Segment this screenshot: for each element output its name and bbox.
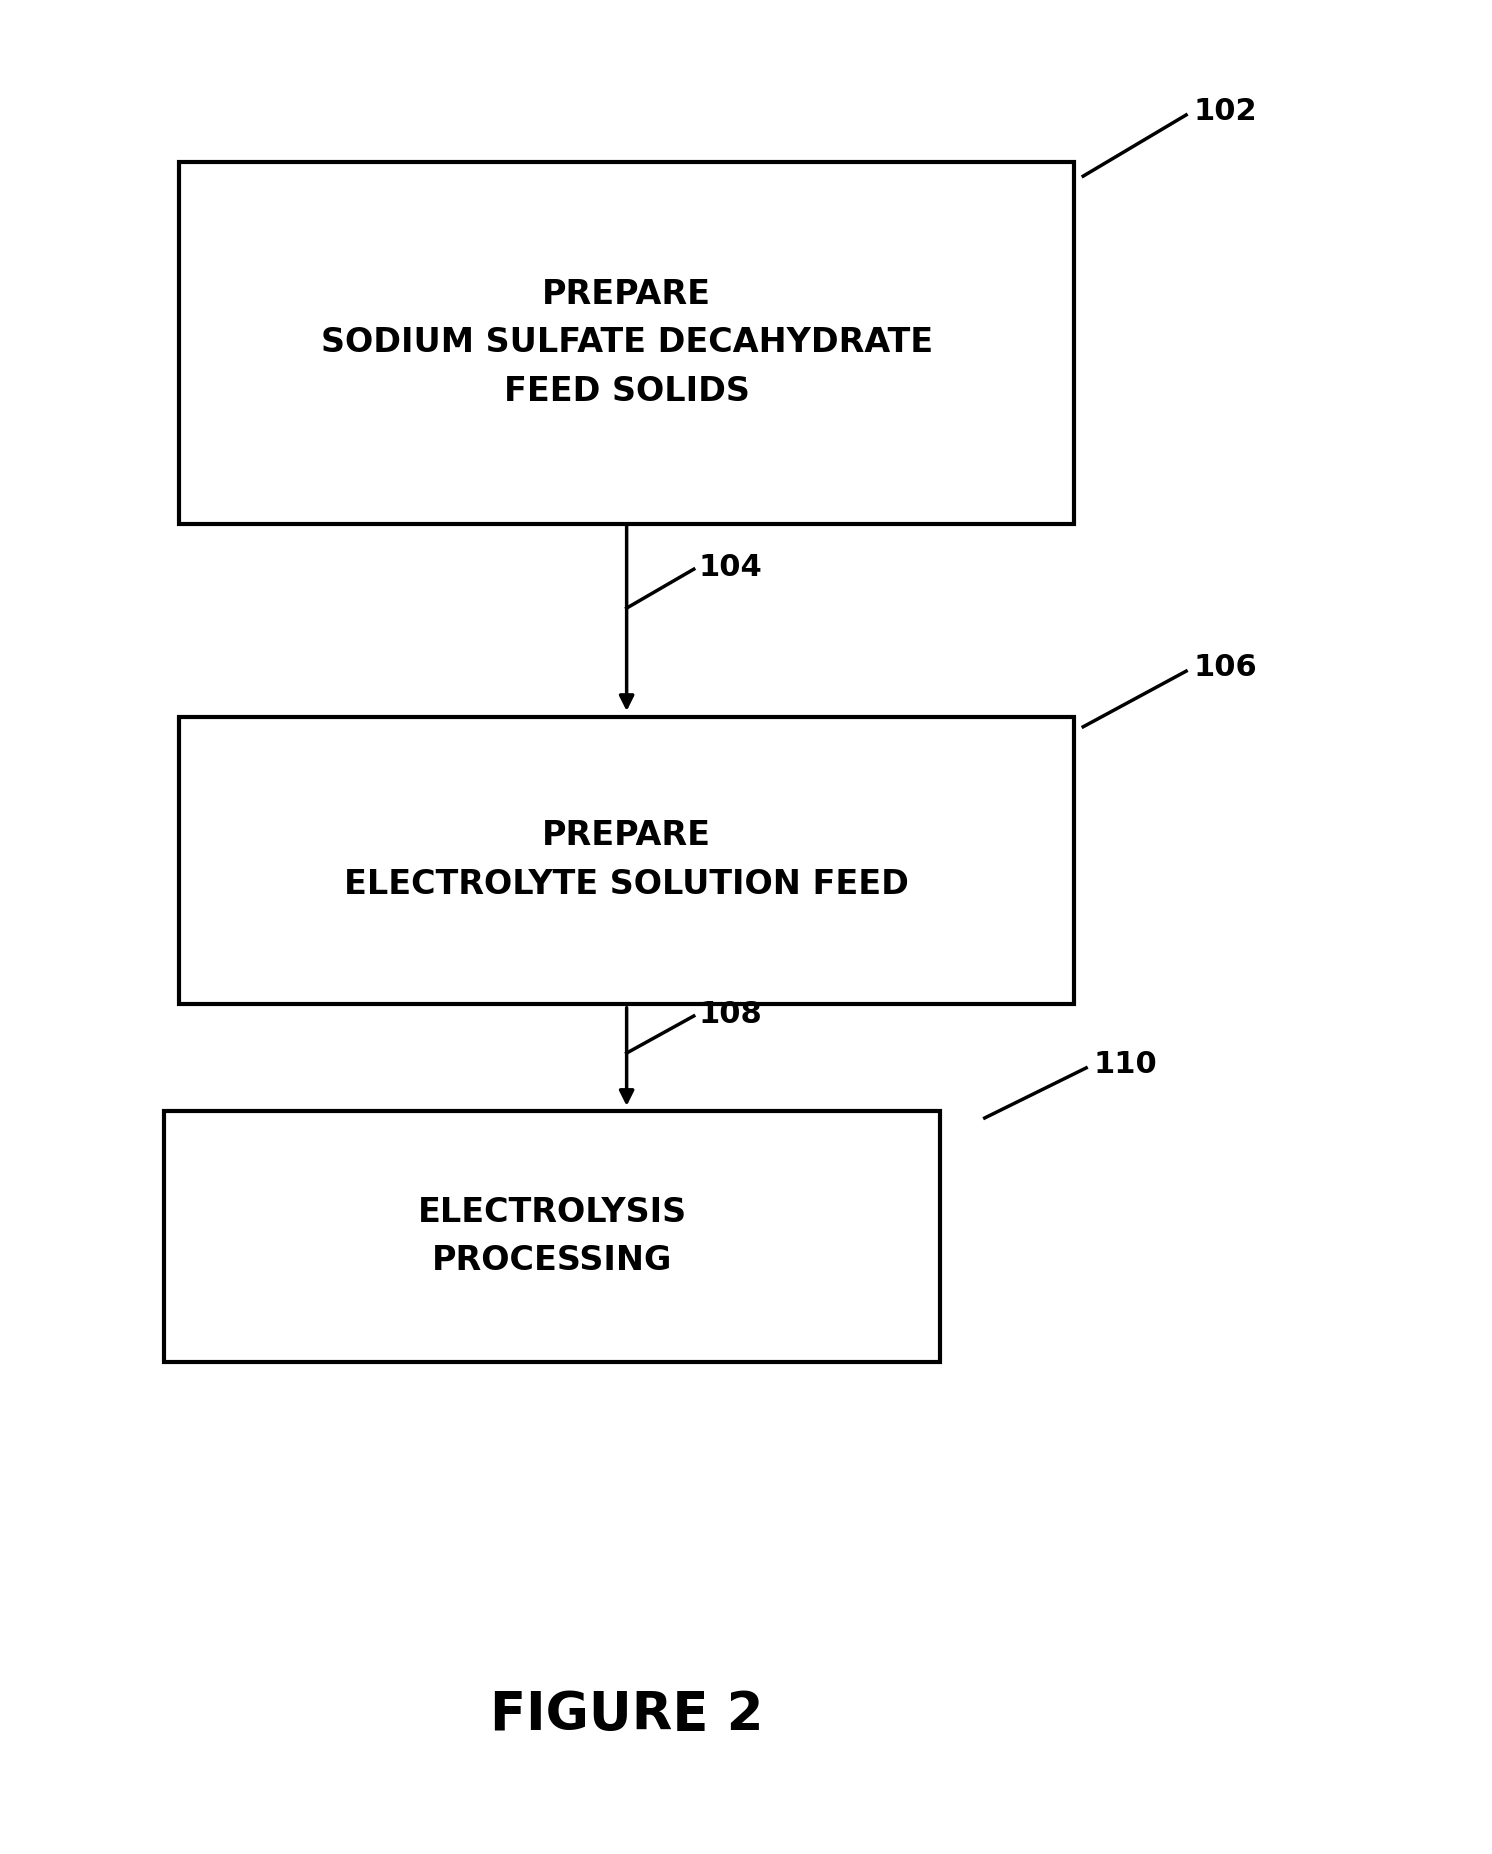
Bar [179, 716, 1074, 1005]
Text: ELECTROLYSIS
PROCESSING: ELECTROLYSIS PROCESSING [418, 1196, 686, 1277]
Text: 104: 104 [698, 552, 762, 582]
Text: PREPARE
SODIUM SULFATE DECAHYDRATE
FEED SOLIDS: PREPARE SODIUM SULFATE DECAHYDRATE FEED … [321, 278, 932, 408]
Text: 110: 110 [1094, 1049, 1158, 1079]
Bar [179, 163, 1074, 525]
Bar [164, 1112, 940, 1361]
Text: FIGURE 2: FIGURE 2 [489, 1689, 764, 1741]
Text: PREPARE
ELECTROLYTE SOLUTION FEED: PREPARE ELECTROLYTE SOLUTION FEED [345, 819, 909, 901]
Text: 108: 108 [698, 999, 762, 1029]
Text: 106: 106 [1194, 653, 1258, 682]
Text: 102: 102 [1194, 96, 1258, 126]
